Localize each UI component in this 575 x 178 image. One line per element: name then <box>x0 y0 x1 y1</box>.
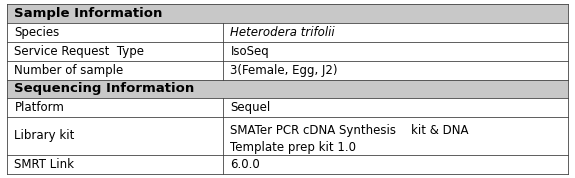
Bar <box>7 98 568 117</box>
Bar <box>7 155 568 174</box>
Text: IsoSeq: IsoSeq <box>231 45 269 58</box>
Text: Sequel: Sequel <box>231 101 271 114</box>
Text: Heterodera trifolii: Heterodera trifolii <box>231 26 335 39</box>
Text: SMATer PCR cDNA Synthesis    kit & DNA
Template prep kit 1.0: SMATer PCR cDNA Synthesis kit & DNA Temp… <box>231 124 469 154</box>
Bar <box>7 80 568 98</box>
Bar <box>7 61 568 80</box>
Bar <box>7 117 568 155</box>
Text: SMRT Link: SMRT Link <box>14 158 74 171</box>
Bar <box>7 4 568 23</box>
Text: Sequencing Information: Sequencing Information <box>14 82 194 96</box>
Text: 6.0.0: 6.0.0 <box>231 158 260 171</box>
Bar <box>7 42 568 61</box>
Text: Number of sample: Number of sample <box>14 64 124 77</box>
Text: Library kit: Library kit <box>14 129 75 142</box>
Text: Platform: Platform <box>14 101 64 114</box>
Text: Sample Information: Sample Information <box>14 7 163 20</box>
Bar <box>7 23 568 42</box>
Text: 3(Female, Egg, J2): 3(Female, Egg, J2) <box>231 64 338 77</box>
Text: Service Request  Type: Service Request Type <box>14 45 144 58</box>
Text: Species: Species <box>14 26 60 39</box>
